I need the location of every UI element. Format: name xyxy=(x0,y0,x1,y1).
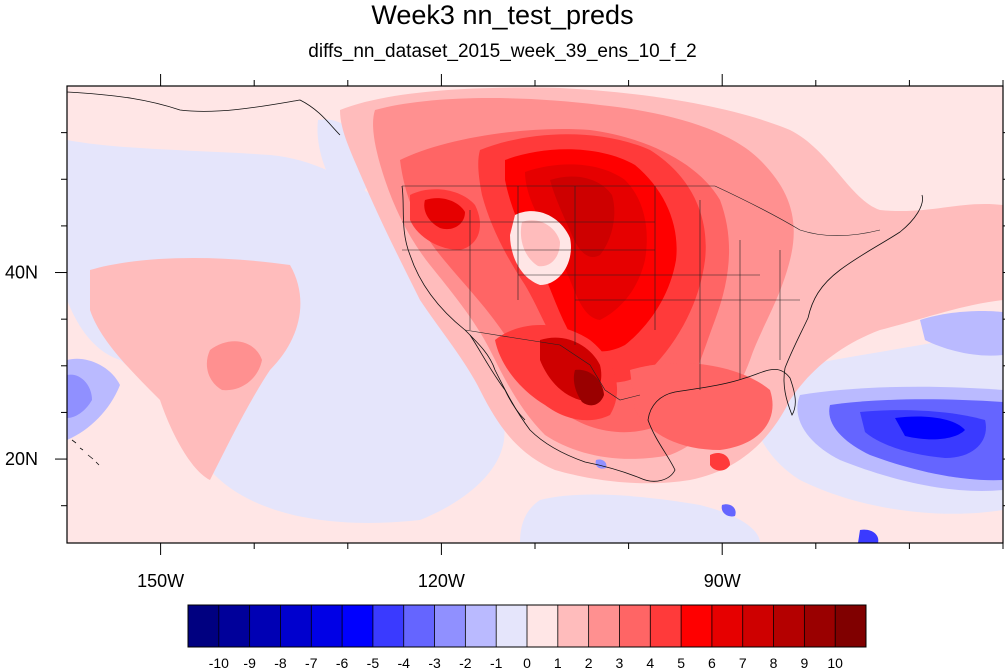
colorbar-label: 1 xyxy=(554,655,562,671)
anomaly-region-pos4-gulf xyxy=(630,362,773,450)
colorbar-label: -4 xyxy=(398,655,411,671)
colorbar-label: 3 xyxy=(616,655,624,671)
colorbar-label: 8 xyxy=(770,655,778,671)
colorbar-swatch xyxy=(588,605,620,647)
colorbar-swatch xyxy=(434,605,466,647)
colorbar-label: -5 xyxy=(367,655,380,671)
anomaly-region-neg3-southeast-spot xyxy=(858,529,879,543)
anomaly-region-pos9-mexico xyxy=(573,369,604,406)
colorbar-label: -3 xyxy=(428,655,441,671)
lon-tick-label: 90W xyxy=(704,571,741,591)
alaska-coastline xyxy=(67,91,341,136)
anomaly-region-neg1-east-pacific xyxy=(520,494,760,543)
colorbar-swatch xyxy=(742,605,774,647)
anomaly-region-pos1-central-pacific xyxy=(90,258,301,480)
colorbar-swatch xyxy=(496,605,528,647)
anomaly-region-neg3-caribbean-spot xyxy=(721,504,736,517)
baja-coastline xyxy=(469,334,526,421)
border-line xyxy=(714,185,881,237)
plot-subtitle: diffs_nn_dataset_2015_week_39_ens_10_f_2 xyxy=(308,41,697,62)
anomaly-region-neg2-east-atlantic xyxy=(920,310,1003,356)
anomaly-region-pos7-northwest xyxy=(424,198,465,230)
colorbar-swatch xyxy=(804,605,836,647)
colorbar-swatch xyxy=(650,605,682,647)
lon-tick-label: 120W xyxy=(418,571,465,591)
axis-ticks xyxy=(55,74,1005,555)
coastlines xyxy=(67,91,923,482)
colorbar-swatch xyxy=(188,605,220,647)
colorbar-label: -2 xyxy=(459,655,472,671)
colorbar-label: 4 xyxy=(646,655,654,671)
colorbar-label: -9 xyxy=(243,655,256,671)
colorbar-label: 7 xyxy=(739,655,747,671)
anomaly-region-neg3-west-pacific xyxy=(67,374,92,418)
colorbar-label: 5 xyxy=(677,655,685,671)
colorbar-swatch xyxy=(773,605,805,647)
colorbar-label: -10 xyxy=(209,655,229,671)
anomaly-region-pos2-rockies xyxy=(520,220,560,267)
colorbar-swatch xyxy=(342,605,374,647)
colorbar-swatch xyxy=(527,605,559,647)
anomaly-region-pos4-caribbean xyxy=(710,453,730,471)
colorbar-swatch xyxy=(835,605,867,647)
north-america-coastline xyxy=(401,185,923,482)
colorbar-frame xyxy=(187,604,867,648)
lat-tick-label: 40N xyxy=(5,263,38,283)
anomaly-region-pos2-central-pacific xyxy=(206,341,262,391)
colorbar-label: -8 xyxy=(274,655,287,671)
colorbar-swatch xyxy=(311,605,343,647)
colorbar-label: -1 xyxy=(490,655,503,671)
axis-tick-labels: 150W 120W 90W 40N 20N xyxy=(5,263,741,591)
colorbar-swatch xyxy=(557,605,589,647)
colorbar-label: 2 xyxy=(585,655,593,671)
colorbar-label: 6 xyxy=(708,655,716,671)
colorbar-label: -7 xyxy=(305,655,318,671)
colorbar: -10 -9 -8 -7 -6 -5 -4 -3 -2 -1 0 1 2 3 4 5 6 7 8 9 10 xyxy=(187,604,867,671)
colorbar-swatch xyxy=(280,605,312,647)
colorbar-swatch xyxy=(711,605,744,647)
colorbar-swatch xyxy=(249,605,281,647)
colorbar-label: 0 xyxy=(523,655,531,671)
colorbar-label: 10 xyxy=(827,655,843,671)
colorbar-swatch xyxy=(619,605,651,647)
plot-title: Week3 nn_test_preds xyxy=(371,0,634,30)
us-mexico-border xyxy=(464,329,641,401)
lat-tick-label: 20N xyxy=(5,449,38,469)
state-borders xyxy=(402,185,881,401)
lon-tick-label: 150W xyxy=(137,571,184,591)
anomaly-field xyxy=(67,86,1003,543)
colorbar-swatch xyxy=(465,605,497,647)
colorbar-swatch xyxy=(681,605,713,647)
colorbar-swatch xyxy=(403,605,435,647)
anomaly-region-neg5-atlantic xyxy=(895,416,965,440)
anomaly-region-pos8-plains xyxy=(550,176,615,258)
hawaii-islands xyxy=(71,439,100,466)
colorbar-label: -6 xyxy=(336,655,349,671)
colorbar-swatch xyxy=(218,605,250,647)
colorbar-label: 9 xyxy=(800,655,808,671)
colorbar-swatch xyxy=(372,605,405,647)
